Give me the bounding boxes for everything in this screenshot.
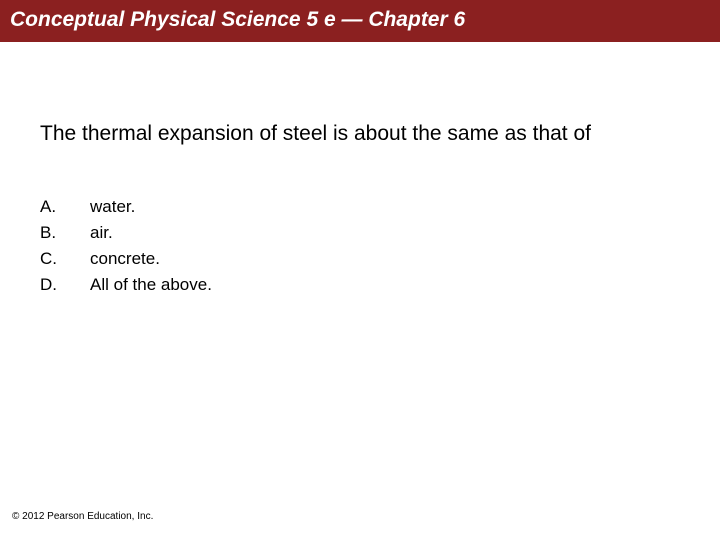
copyright-text: © 2012 Pearson Education, Inc. <box>12 511 153 522</box>
option-text: water. <box>90 194 212 220</box>
option-row: C. concrete. <box>40 246 212 272</box>
option-text: concrete. <box>90 246 212 272</box>
option-letter: B. <box>40 220 90 246</box>
header-title: Conceptual Physical Science 5 e — Chapte… <box>10 8 710 32</box>
option-text: air. <box>90 220 212 246</box>
option-letter: D. <box>40 272 90 298</box>
question-area: The thermal expansion of steel is about … <box>0 42 720 298</box>
option-letter: C. <box>40 246 90 272</box>
option-row: D. All of the above. <box>40 272 212 298</box>
option-letter: A. <box>40 194 90 220</box>
option-row: A. water. <box>40 194 212 220</box>
options-list: A. water. B. air. C. concrete. D. All of… <box>40 194 212 298</box>
option-row: B. air. <box>40 220 212 246</box>
option-text: All of the above. <box>90 272 212 298</box>
header-bar: Conceptual Physical Science 5 e — Chapte… <box>0 0 720 42</box>
question-text: The thermal expansion of steel is about … <box>40 122 680 146</box>
